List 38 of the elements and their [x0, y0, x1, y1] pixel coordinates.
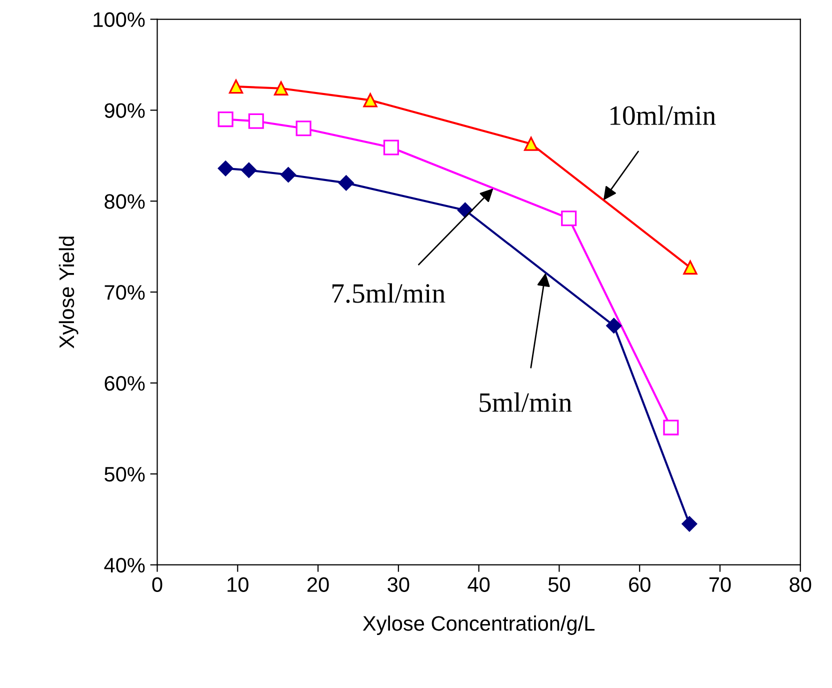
point	[280, 167, 296, 182]
point	[248, 113, 264, 129]
x-tick-label: 20	[307, 577, 329, 592]
point	[274, 81, 288, 96]
point	[561, 210, 577, 226]
point	[218, 112, 234, 128]
annotation: 7.5ml/min	[332, 283, 446, 303]
y-tick-label: 100%	[94, 12, 145, 28]
y-tick-label: 90%	[104, 103, 145, 118]
point	[228, 79, 244, 94]
point	[682, 516, 698, 532]
x-tick-label: 0	[152, 577, 162, 592]
x-tick-label: 30	[388, 577, 410, 592]
point	[383, 140, 399, 156]
x-tick-label: 50	[548, 577, 570, 592]
x-tick-label: 40	[468, 577, 490, 592]
point	[218, 160, 234, 176]
x-tick-label: 80	[790, 577, 812, 592]
x-tick-label: 10	[228, 577, 248, 592]
y-tick-label: 70%	[104, 285, 145, 300]
y-axis-title: Xylose Yield	[58, 236, 78, 348]
point	[338, 175, 354, 191]
annotation: 10ml/min	[610, 105, 716, 125]
point	[296, 120, 312, 136]
point	[363, 93, 378, 108]
x-tick-label: 70	[709, 577, 731, 592]
y-tick-label: 50%	[104, 466, 145, 482]
y-tick-label: 60%	[104, 376, 145, 391]
point	[241, 162, 257, 178]
x-axis-title: Xylose Concentration/g/L	[362, 616, 595, 635]
y-tick-label: 40%	[104, 558, 145, 573]
point	[663, 420, 679, 436]
annotation: 5ml/min	[480, 392, 572, 412]
point	[683, 260, 698, 275]
point	[524, 136, 538, 151]
point	[606, 318, 622, 334]
y-tick-label: 80%	[104, 194, 145, 209]
x-tick-label: 60	[629, 577, 650, 592]
